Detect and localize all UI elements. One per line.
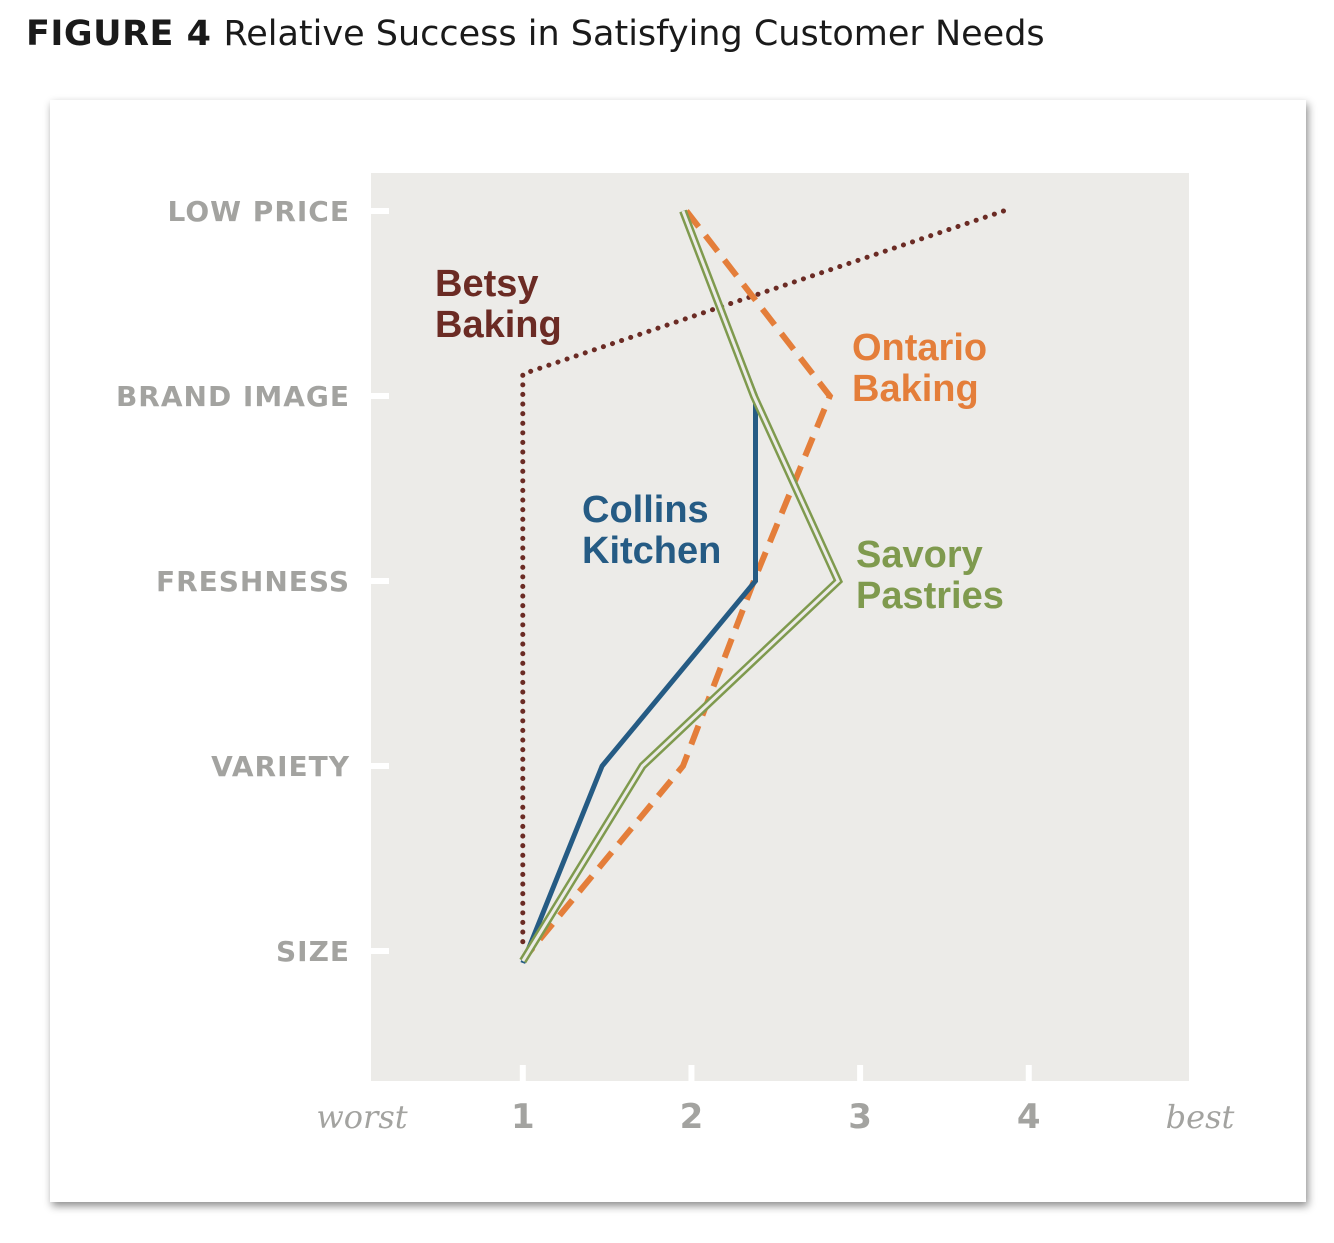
figure-title-text: Relative Success in Satisfying Customer … bbox=[223, 14, 1045, 54]
tick-label: 2 bbox=[680, 1097, 704, 1137]
series-label-line: Savory bbox=[856, 534, 983, 576]
category-label: BRAND IMAGE bbox=[116, 380, 350, 413]
figure-label: FIGURE 4 bbox=[26, 14, 212, 54]
category-label: VARIETY bbox=[211, 750, 350, 783]
series-label-line: Baking bbox=[852, 368, 979, 410]
axis-worst-label: worst bbox=[316, 1098, 407, 1136]
series-label: Betsy Baking bbox=[435, 263, 562, 346]
series-line-savory-pastries bbox=[519, 209, 844, 964]
line-chart: LOW PRICE BRAND IMAGE FRESHNESS VARIETY SIZE… bbox=[116, 173, 1234, 1137]
series-label-line: Collins bbox=[582, 489, 709, 531]
series-label-line: Baking bbox=[435, 304, 562, 346]
category-axis: LOW PRICE BRAND IMAGE FRESHNESS VARIETY SIZE bbox=[116, 195, 389, 968]
category-label: FRESHNESS bbox=[156, 565, 350, 598]
series-label-line: Kitchen bbox=[582, 530, 721, 572]
axis-best-label: best bbox=[1166, 1098, 1235, 1136]
series-label-line: Ontario bbox=[852, 327, 987, 369]
series-label: Collins Kitchen bbox=[582, 489, 721, 572]
figure-title: FIGURE 4 Relative Success in Satisfying C… bbox=[26, 14, 1045, 54]
series-label: Ontario Baking bbox=[852, 327, 987, 410]
series-label-line: Pastries bbox=[856, 575, 1004, 617]
tick-label: 1 bbox=[511, 1097, 535, 1137]
tick-label: 3 bbox=[848, 1097, 872, 1137]
series-line-path bbox=[520, 208, 1006, 954]
series-lines bbox=[519, 208, 1006, 964]
tick-label: 4 bbox=[1017, 1097, 1041, 1137]
category-label: SIZE bbox=[276, 935, 350, 968]
chart-panel: LOW PRICE BRAND IMAGE FRESHNESS VARIETY SIZE… bbox=[50, 100, 1306, 1202]
plot-area bbox=[371, 173, 1189, 1081]
series-label: Savory Pastries bbox=[856, 534, 1004, 617]
value-axis: 1 2 3 4 worst best bbox=[316, 1065, 1234, 1137]
series-label-line: Betsy bbox=[435, 263, 539, 305]
category-label: LOW PRICE bbox=[168, 195, 350, 228]
